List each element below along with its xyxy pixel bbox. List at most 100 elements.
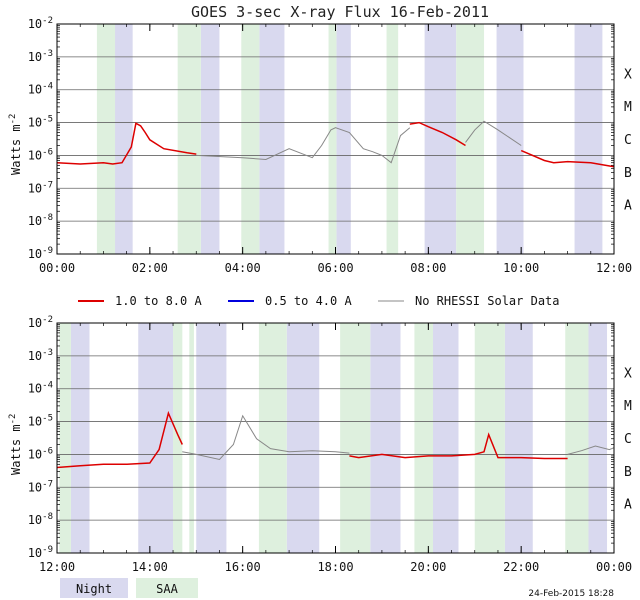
svg-text:Watts m-2: Watts m-2 <box>8 414 23 475</box>
x-tick-label: 10:00 <box>503 261 539 275</box>
night-band <box>115 24 133 254</box>
legend-label-long: 1.0 to 8.0 A <box>115 294 202 308</box>
night-band <box>432 323 459 553</box>
series-line <box>56 410 183 469</box>
x-tick-label: 12:00 <box>39 560 75 574</box>
saa-band <box>565 323 589 553</box>
saa-band <box>59 323 71 553</box>
series-line <box>182 414 350 461</box>
x-tick-label: 06:00 <box>317 261 353 275</box>
y-tick-label: 10-5 <box>28 414 53 429</box>
saa-band <box>386 24 399 254</box>
saa-key-swatch <box>136 578 198 598</box>
flare-class-label: A <box>624 199 632 214</box>
y-tick-label: 10-4 <box>28 381 53 396</box>
saa-band <box>328 24 337 254</box>
y-tick-label: 10-3 <box>28 348 53 363</box>
flare-class-label: X <box>624 67 632 82</box>
y-tick-label: 10-3 <box>28 49 53 64</box>
flare-class-label: M <box>624 399 632 414</box>
y-tick-label: 10-6 <box>28 446 53 461</box>
flare-class-label: C <box>624 133 632 148</box>
generated-timestamp: 24-Feb-2015 18:28 <box>528 589 614 599</box>
bottom-y-axis-label: Watts m-2 <box>8 414 23 475</box>
night-band <box>336 24 351 254</box>
saa-band <box>241 24 260 254</box>
night-band <box>286 323 320 553</box>
y-tick-label: 10-7 <box>28 180 53 195</box>
x-tick-label: 20:00 <box>410 560 446 574</box>
night-band <box>504 323 533 553</box>
x-tick-label: 08:00 <box>410 261 446 275</box>
y-tick-label: 10-6 <box>28 147 53 162</box>
series-line <box>465 120 522 146</box>
night-key-swatch <box>60 578 128 598</box>
y-tick-label: 10-8 <box>28 213 53 228</box>
night-band <box>370 323 401 553</box>
x-tick-label: 22:00 <box>503 560 539 574</box>
flare-class-label: A <box>624 498 632 513</box>
x-tick-label: 02:00 <box>132 261 168 275</box>
x-tick-label: 00:00 <box>39 261 75 275</box>
flare-class-label: B <box>624 166 632 181</box>
series-line <box>409 121 466 147</box>
series-line <box>349 432 568 460</box>
saa-band <box>177 24 201 254</box>
x-tick-label: 12:00 <box>596 261 632 275</box>
saa-band <box>414 323 433 553</box>
plot-frame <box>56 23 615 255</box>
legend-label-short: 0.5 to 4.0 A <box>265 294 352 308</box>
y-tick-label: 10-7 <box>28 479 53 494</box>
y-tick-label: 10-4 <box>28 82 53 97</box>
x-tick-label: 04:00 <box>225 261 261 275</box>
series-line <box>520 149 615 168</box>
plot-frame <box>56 322 615 554</box>
band-key: Night SAA <box>60 578 198 598</box>
y-axis-label-text: Watts m <box>9 124 23 175</box>
x-tick-label: 16:00 <box>225 560 261 574</box>
night-band <box>574 24 603 254</box>
legend: 1.0 to 8.0 A 0.5 to 4.0 A No RHESSI Sola… <box>78 294 560 308</box>
night-band <box>138 323 174 553</box>
y-tick-label: 10-8 <box>28 512 53 527</box>
night-key-label: Night <box>76 582 112 596</box>
night-band <box>588 323 608 553</box>
y-tick-label: 10-5 <box>28 115 53 130</box>
y-axis-label-exponent: -2 <box>8 414 18 425</box>
night-band <box>424 24 457 254</box>
saa-band <box>456 24 485 254</box>
flare-class-label: X <box>624 366 632 381</box>
series-line <box>567 445 615 455</box>
y-tick-label: 10-2 <box>28 16 53 31</box>
flare-class-label: M <box>624 100 632 115</box>
saa-band <box>173 323 183 553</box>
night-band <box>196 323 227 553</box>
x-tick-label: 00:00 <box>596 560 632 574</box>
saa-band <box>189 323 194 553</box>
bottom-panel-plot: 10-9 10-8 10-7 10-6 10-5 10-4 10-3 10-2 X M C B A 12:… <box>28 315 632 574</box>
saa-band <box>340 323 371 553</box>
x-tick-label: 14:00 <box>132 560 168 574</box>
flare-class-label: C <box>624 432 632 447</box>
saa-band <box>258 323 287 553</box>
night-band <box>259 24 285 254</box>
saa-band <box>96 24 116 254</box>
legend-label-norhessi: No RHESSI Solar Data <box>415 294 560 308</box>
y-tick-label: 10-9 <box>28 246 53 261</box>
svg-text:Watts m-2: Watts m-2 <box>8 114 23 175</box>
series-line <box>196 127 411 164</box>
flare-class-label: B <box>624 465 632 480</box>
top-y-axis-label: Watts m-2 <box>8 114 23 175</box>
night-band <box>496 24 524 254</box>
night-band <box>70 323 90 553</box>
y-axis-label-exponent: -2 <box>8 114 18 125</box>
top-panel-plot: 10-9 10-8 10-7 10-6 10-5 10-4 10-3 10-2 X M C B A 00:… <box>28 16 632 275</box>
y-tick-label: 10-2 <box>28 315 53 330</box>
y-axis-label-text: Watts m <box>9 424 23 475</box>
x-tick-label: 18:00 <box>317 560 353 574</box>
chart-title: GOES 3-sec X-ray Flux 16-Feb-2011 <box>191 3 489 21</box>
series-line <box>56 122 197 165</box>
saa-key-label: SAA <box>156 582 178 596</box>
y-tick-label: 10-9 <box>28 545 53 560</box>
